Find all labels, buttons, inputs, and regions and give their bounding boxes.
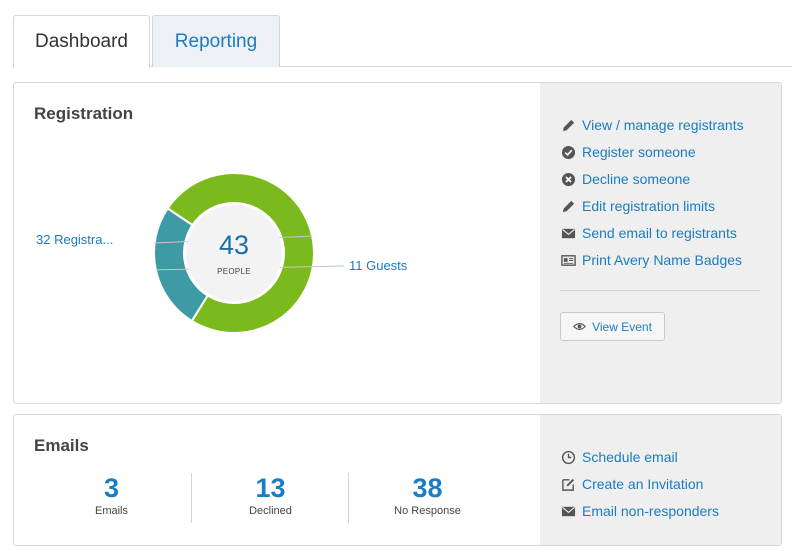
view-event-button[interactable]: View Event — [560, 312, 665, 341]
stat-divider — [191, 473, 192, 523]
stat-emails[interactable]: 3 Emails — [33, 473, 190, 517]
stat-label: No Response — [394, 505, 461, 517]
registration-actions-sidebar: View / manage registrants Register someo… — [540, 83, 781, 403]
tab-bar: Dashboard Reporting — [13, 15, 792, 68]
eye-icon — [573, 323, 587, 330]
sidebar-divider — [560, 290, 760, 291]
view-manage-registrants-link[interactable]: View / manage registrants — [560, 115, 744, 135]
action-label: Print Avery Name Badges — [582, 252, 743, 268]
clock-icon — [560, 449, 576, 465]
tab-dashboard[interactable]: Dashboard — [13, 15, 150, 68]
registration-panel: Registration 32 Registra... 11 Guests 43… — [13, 82, 782, 404]
stat-value: 3 — [103, 473, 120, 503]
register-someone-link[interactable]: Register someone — [560, 142, 696, 162]
registration-donut-chart: 32 Registra... 11 Guests 43 PEOPLE — [14, 83, 542, 403]
edit-registration-limits-link[interactable]: Edit registration limits — [560, 196, 715, 216]
action-label: Schedule email — [582, 449, 678, 465]
x-circle-icon — [560, 171, 576, 187]
stat-value: 13 — [255, 473, 286, 503]
action-label: Create an Invitation — [582, 476, 704, 492]
donut-slice-0[interactable] — [166, 172, 315, 334]
envelope-icon — [560, 225, 576, 241]
action-label: Edit registration limits — [582, 198, 716, 214]
action-label: Decline someone — [582, 171, 691, 187]
stat-label: Declined — [249, 505, 292, 517]
stat-no-response[interactable]: 38 No Response — [349, 473, 506, 517]
id-card-icon — [560, 252, 576, 268]
view-event-label: View Event — [592, 319, 652, 334]
pencil-icon — [560, 198, 576, 214]
stat-declined[interactable]: 13 Declined — [192, 473, 349, 517]
check-circle-icon — [560, 144, 576, 160]
slice-label-guests[interactable]: 11 Guests — [349, 258, 408, 273]
emails-panel: Emails 3 Emails 13 Declined 38 No Respon… — [13, 414, 782, 546]
decline-someone-link[interactable]: Decline someone — [560, 169, 690, 189]
envelope-icon — [560, 503, 576, 519]
pencil-icon — [560, 117, 576, 133]
create-invitation-link[interactable]: Create an Invitation — [560, 474, 703, 494]
total-people-label: PEOPLE — [217, 267, 251, 276]
print-avery-name-badges-link[interactable]: Print Avery Name Badges — [560, 250, 742, 270]
tab-reporting[interactable]: Reporting — [152, 15, 280, 67]
email-non-responders-link[interactable]: Email non-responders — [560, 501, 719, 521]
slice-label-registrants[interactable]: 32 Registra... — [36, 232, 114, 247]
stat-value: 38 — [412, 473, 443, 503]
donut-center — [186, 205, 282, 301]
emails-actions-sidebar: Schedule email Create an Invitation Emai… — [540, 415, 781, 545]
donut-slice-1[interactable] — [153, 206, 210, 323]
stat-label: Emails — [94, 505, 128, 517]
total-people-count: 43 — [218, 230, 250, 260]
registration-title: Registration — [34, 104, 134, 123]
stat-divider — [348, 473, 349, 523]
edit-square-icon — [560, 476, 576, 492]
emails-title: Emails — [34, 436, 89, 455]
schedule-email-link[interactable]: Schedule email — [560, 447, 678, 467]
send-email-to-registrants-link[interactable]: Send email to registrants — [560, 223, 737, 243]
donut-svg — [153, 172, 345, 334]
action-label: Register someone — [582, 144, 696, 160]
action-label: Send email to registrants — [582, 225, 737, 241]
action-label: View / manage registrants — [582, 117, 744, 133]
action-label: Email non-responders — [582, 503, 719, 519]
